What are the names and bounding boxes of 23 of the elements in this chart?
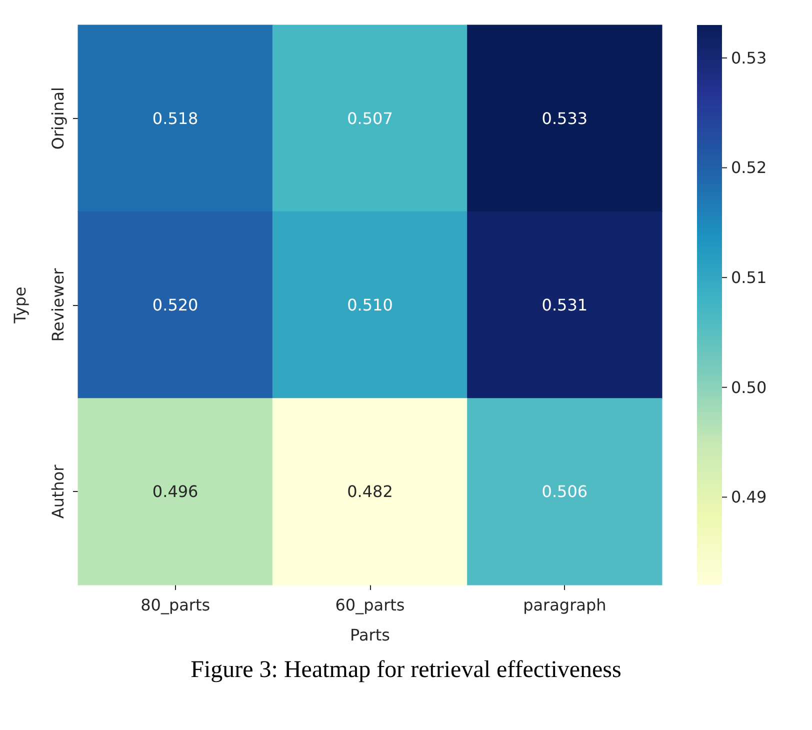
data-label: 0.507 <box>347 108 393 128</box>
data-label: 0.496 <box>152 482 198 502</box>
x-axis-title: Parts <box>350 626 390 644</box>
y-tick-label: Author <box>48 464 68 519</box>
color-bar-label: 0.52 <box>731 158 767 178</box>
data-label: 0.506 <box>542 482 588 502</box>
data-label: 0.531 <box>542 296 588 314</box>
data-label: 0.482 <box>347 482 393 502</box>
x-tick-label: 60_parts <box>335 596 405 614</box>
x-tick-label: 80_parts <box>140 596 210 614</box>
y-tick-label: Reviewer <box>48 268 68 342</box>
caption: Figure 3: Heatmap for retrieval effectiveness <box>190 657 622 683</box>
x-tick-label: paragraph <box>523 596 606 614</box>
color-bar-label: 0.51 <box>731 268 767 288</box>
color-bar-label: 0.49 <box>731 488 767 507</box>
y-axis-title: Type <box>10 286 30 324</box>
color-bar-label: 0.53 <box>731 48 767 68</box>
data-label: 0.520 <box>152 296 198 314</box>
color-bar-label: 0.50 <box>731 378 767 397</box>
data-label: 0.518 <box>152 108 198 128</box>
y-tick-label: Original <box>48 87 68 150</box>
data-label: 0.533 <box>542 108 588 128</box>
data-label: 0.510 <box>347 296 393 314</box>
